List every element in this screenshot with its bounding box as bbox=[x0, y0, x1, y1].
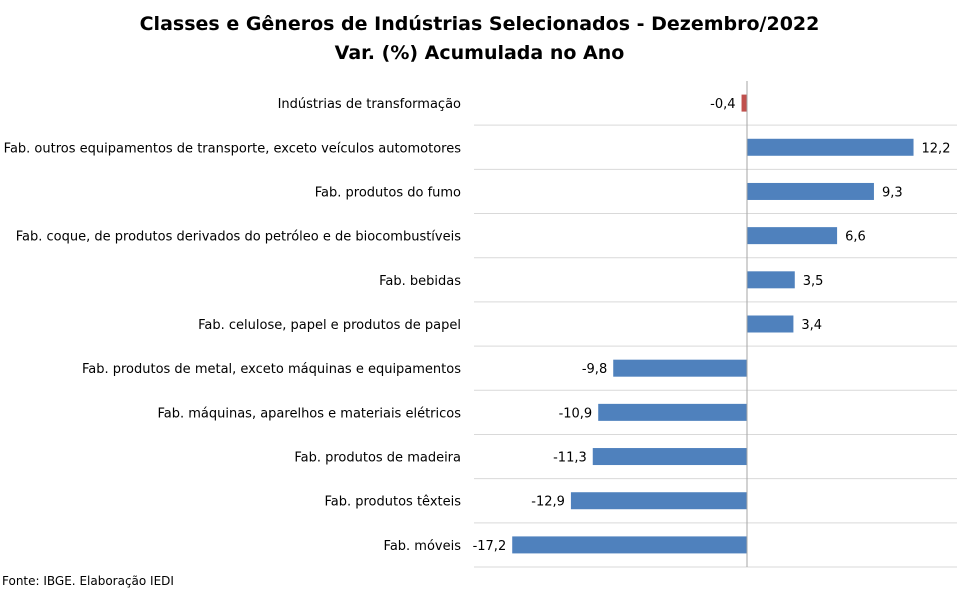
category-label: Fab. celulose, papel e produtos de papel bbox=[198, 318, 461, 333]
category-label: Fab. bebidas bbox=[379, 274, 461, 289]
bar-6 bbox=[613, 359, 747, 377]
bar-1 bbox=[747, 138, 914, 156]
bar-0 bbox=[741, 94, 747, 112]
category-label: Fab. outros equipamentos de transporte, … bbox=[4, 141, 462, 156]
category-label: Fab. produtos de metal, exceto máquinas … bbox=[82, 362, 461, 377]
data-label: -17,2 bbox=[473, 539, 507, 554]
bar-4 bbox=[747, 271, 795, 289]
category-label: Indústrias de transformação bbox=[278, 97, 461, 112]
data-label: -9,8 bbox=[582, 362, 607, 377]
data-label: -11,3 bbox=[553, 451, 587, 466]
data-label: -10,9 bbox=[559, 406, 593, 421]
chart-title: Classes e Gêneros de Indústrias Selecion… bbox=[139, 13, 820, 35]
category-label: Fab. produtos têxteis bbox=[324, 495, 461, 510]
data-label: 9,3 bbox=[882, 185, 903, 200]
bar-3 bbox=[747, 227, 838, 245]
category-label: Fab. coque, de produtos derivados do pet… bbox=[16, 230, 461, 245]
source-note: Fonte: IBGE. Elaboração IEDI bbox=[2, 574, 174, 588]
bar-8 bbox=[592, 448, 747, 466]
data-label: 12,2 bbox=[922, 141, 951, 156]
bar-5 bbox=[747, 315, 794, 333]
data-label: 3,5 bbox=[803, 274, 824, 289]
data-label: -0,4 bbox=[710, 97, 735, 112]
data-label: 3,4 bbox=[801, 318, 822, 333]
bar-10 bbox=[512, 536, 747, 554]
category-label: Fab. produtos do fumo bbox=[315, 185, 461, 200]
category-label: Fab. produtos de madeira bbox=[294, 451, 461, 466]
data-label: -12,9 bbox=[531, 495, 565, 510]
bar-7 bbox=[598, 403, 747, 421]
bar-2 bbox=[747, 182, 874, 200]
chart-subtitle: Var. (%) Acumulada no Ano bbox=[334, 42, 625, 64]
bar-9 bbox=[570, 492, 747, 510]
category-label: Fab. móveis bbox=[384, 539, 462, 554]
category-label: Fab. máquinas, aparelhos e materiais elé… bbox=[157, 406, 461, 421]
data-label: 6,6 bbox=[845, 230, 866, 245]
